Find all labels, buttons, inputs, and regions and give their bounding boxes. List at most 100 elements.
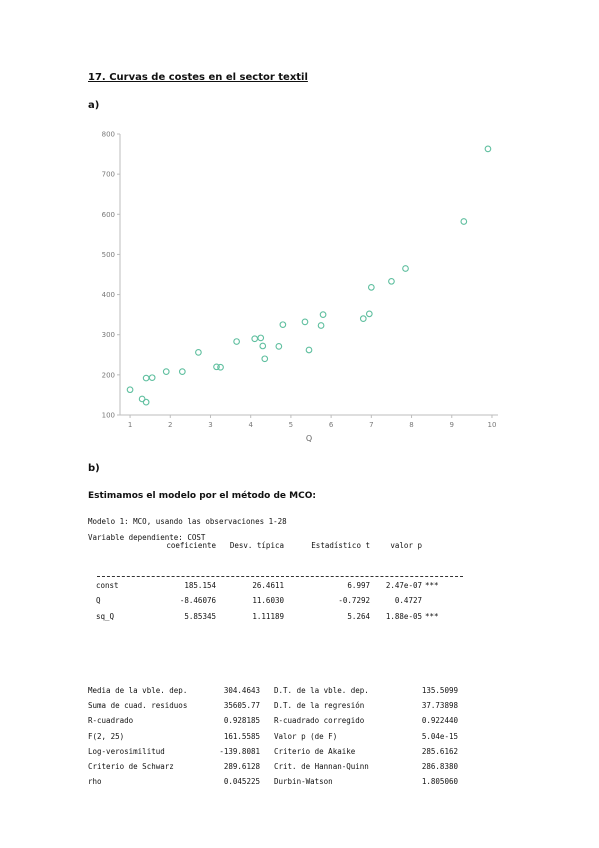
- stats-value-left: 35605.77: [223, 701, 260, 711]
- data-point: [402, 265, 409, 272]
- table-row: const 185.154 26.4611 6.997 2.47e-07 ***: [96, 578, 446, 594]
- stats-value-left: 304.4643: [223, 686, 260, 696]
- y-tick-label: 700: [102, 171, 115, 179]
- stats-label-left: Suma de cuad. residuos: [88, 701, 188, 711]
- stats-label-right: D.T. de la regresión: [274, 701, 365, 711]
- x-tick-label: 2: [168, 421, 172, 429]
- data-point: [275, 343, 283, 350]
- row-se: 26.4611: [252, 580, 284, 590]
- y-tick-label: 800: [102, 131, 115, 139]
- row-p: 2.47e-07: [385, 580, 422, 590]
- y-tick-label: 100: [102, 412, 115, 420]
- stats-label-right: D.T. de la vble. dep.: [274, 686, 369, 696]
- y-tick-label: 200: [102, 371, 115, 379]
- row-se: 11.6030: [252, 596, 284, 606]
- row-p: 0.4727: [394, 596, 422, 606]
- data-point: [126, 386, 134, 394]
- data-point: [217, 363, 224, 371]
- data-point: [359, 315, 367, 323]
- stats-value-right: 1.805060: [421, 777, 458, 787]
- data-point: [317, 322, 325, 329]
- row-coef: -8.46076: [179, 596, 216, 606]
- data-point: [251, 335, 259, 343]
- stats-value-right: 5.04e-15: [421, 731, 458, 741]
- stats-row: R-cuadrado 0.928185 R-cuadrado corregido 0.…: [88, 713, 458, 728]
- data-point: [301, 318, 309, 326]
- stats-value-left: 161.5585: [223, 731, 260, 741]
- data-point: [484, 145, 492, 153]
- stats-label-left: F(2, 25): [88, 731, 125, 741]
- data-point: [138, 395, 146, 403]
- data-point: [213, 363, 220, 371]
- data-point: [142, 374, 150, 382]
- x-tick-label: 4: [248, 421, 253, 429]
- x-tick-label: 8: [409, 421, 413, 429]
- row-p: 1.88e-05: [385, 611, 422, 621]
- row-se: 1.11189: [252, 611, 284, 621]
- stats-value-left: 0.045225: [223, 777, 260, 787]
- x-tick-label: 7: [369, 421, 373, 429]
- data-point: [319, 311, 327, 318]
- row-coef: 5.85345: [184, 611, 216, 621]
- data-point: [305, 346, 313, 354]
- stats-label-right: Valor p (de F): [274, 731, 338, 741]
- coefficients-table: coeficiente Desv. típica Estadístico t v…: [96, 541, 446, 625]
- data-point: [233, 338, 240, 345]
- stats-label-left: rho: [88, 777, 102, 787]
- coefficients-header: coeficiente Desv. típica Estadístico t v…: [96, 541, 446, 578]
- page-title: 17. Curvas de costes en el sector textil: [88, 72, 308, 83]
- stats-value-right: 285.6162: [421, 746, 458, 756]
- table-row: sq_Q 5.85345 1.11189 5.264 1.88e-05 ***: [96, 609, 446, 625]
- x-tick-label: 9: [450, 421, 454, 429]
- stats-row: Criterio de Schwarz 289.6128 Crit. de Hann…: [88, 759, 458, 774]
- stats-label-right: R-cuadrado corregido: [274, 716, 365, 726]
- y-tick-label: 400: [102, 291, 115, 299]
- data-point: [279, 321, 287, 329]
- table-row: Q -8.46076 11.6030 -0.7292 0.4727: [96, 593, 446, 609]
- data-point: [365, 310, 373, 318]
- y-tick-label: 300: [102, 331, 115, 339]
- stats-label-right: Crit. de Hannan-Quinn: [274, 762, 369, 772]
- x-tick-label: 3: [208, 421, 212, 429]
- data-point: [259, 342, 267, 350]
- data-point: [257, 334, 265, 342]
- data-point: [178, 368, 186, 375]
- x-tick-label: 5: [289, 421, 293, 429]
- col-coef-header: coeficiente: [166, 541, 216, 551]
- col-t-header: Estadístico t: [311, 541, 370, 551]
- x-tick-label: 10: [488, 421, 497, 429]
- data-point: [195, 349, 202, 356]
- dependent-variable-line: Variable dependiente: COST: [88, 533, 206, 542]
- y-tick-label: 500: [102, 251, 115, 259]
- scatter-chart: 100 200 300 400 500 600 700 800 1 2 3 4 5 6 7 8 9 10 Q: [102, 131, 498, 443]
- stats-value-left: 289.6128: [223, 762, 260, 772]
- stats-value-left: 0.928185: [223, 716, 260, 726]
- row-name: sq_Q: [96, 611, 115, 621]
- row-stars: [422, 593, 446, 609]
- summary-stats-table: Media de la vble. dep. 304.4643 D.T. de la…: [88, 683, 458, 789]
- stats-value-right: 286.8380: [421, 762, 458, 772]
- col-se-header: Desv. típica: [229, 541, 284, 551]
- model-line: Modelo 1: MCO, usando las observaciones …: [88, 517, 287, 526]
- x-axis-label: Q: [306, 434, 312, 443]
- data-point: [367, 283, 375, 291]
- stats-label-left: Criterio de Schwarz: [88, 762, 174, 772]
- row-t: 5.264: [347, 611, 370, 621]
- stats-row: rho 0.045225 Durbin-Watson 1.805060: [88, 774, 458, 789]
- stats-value-left: -139.8081: [219, 746, 260, 756]
- data-point: [460, 218, 468, 225]
- stats-value-right: 37.73898: [421, 701, 458, 711]
- row-coef: 185.154: [184, 580, 216, 590]
- stats-row: Log-verosimilitud -139.8081 Criterio de Ak…: [88, 744, 458, 759]
- stats-value-right: 0.922440: [421, 716, 458, 726]
- stats-value-right: 135.5099: [421, 686, 458, 696]
- section-a-label: a): [88, 100, 100, 111]
- x-tick-label: 1: [128, 421, 132, 429]
- col-p-header: valor p: [390, 541, 422, 551]
- stats-row: F(2, 25) 161.5585 Valor p (de F) 5.04e-15: [88, 729, 458, 744]
- stats-label-right: Durbin-Watson: [274, 777, 333, 787]
- section-b-label: b): [88, 463, 100, 474]
- stats-label-left: R-cuadrado: [88, 716, 134, 726]
- row-name: const: [96, 580, 119, 590]
- row-t: -0.7292: [338, 596, 370, 606]
